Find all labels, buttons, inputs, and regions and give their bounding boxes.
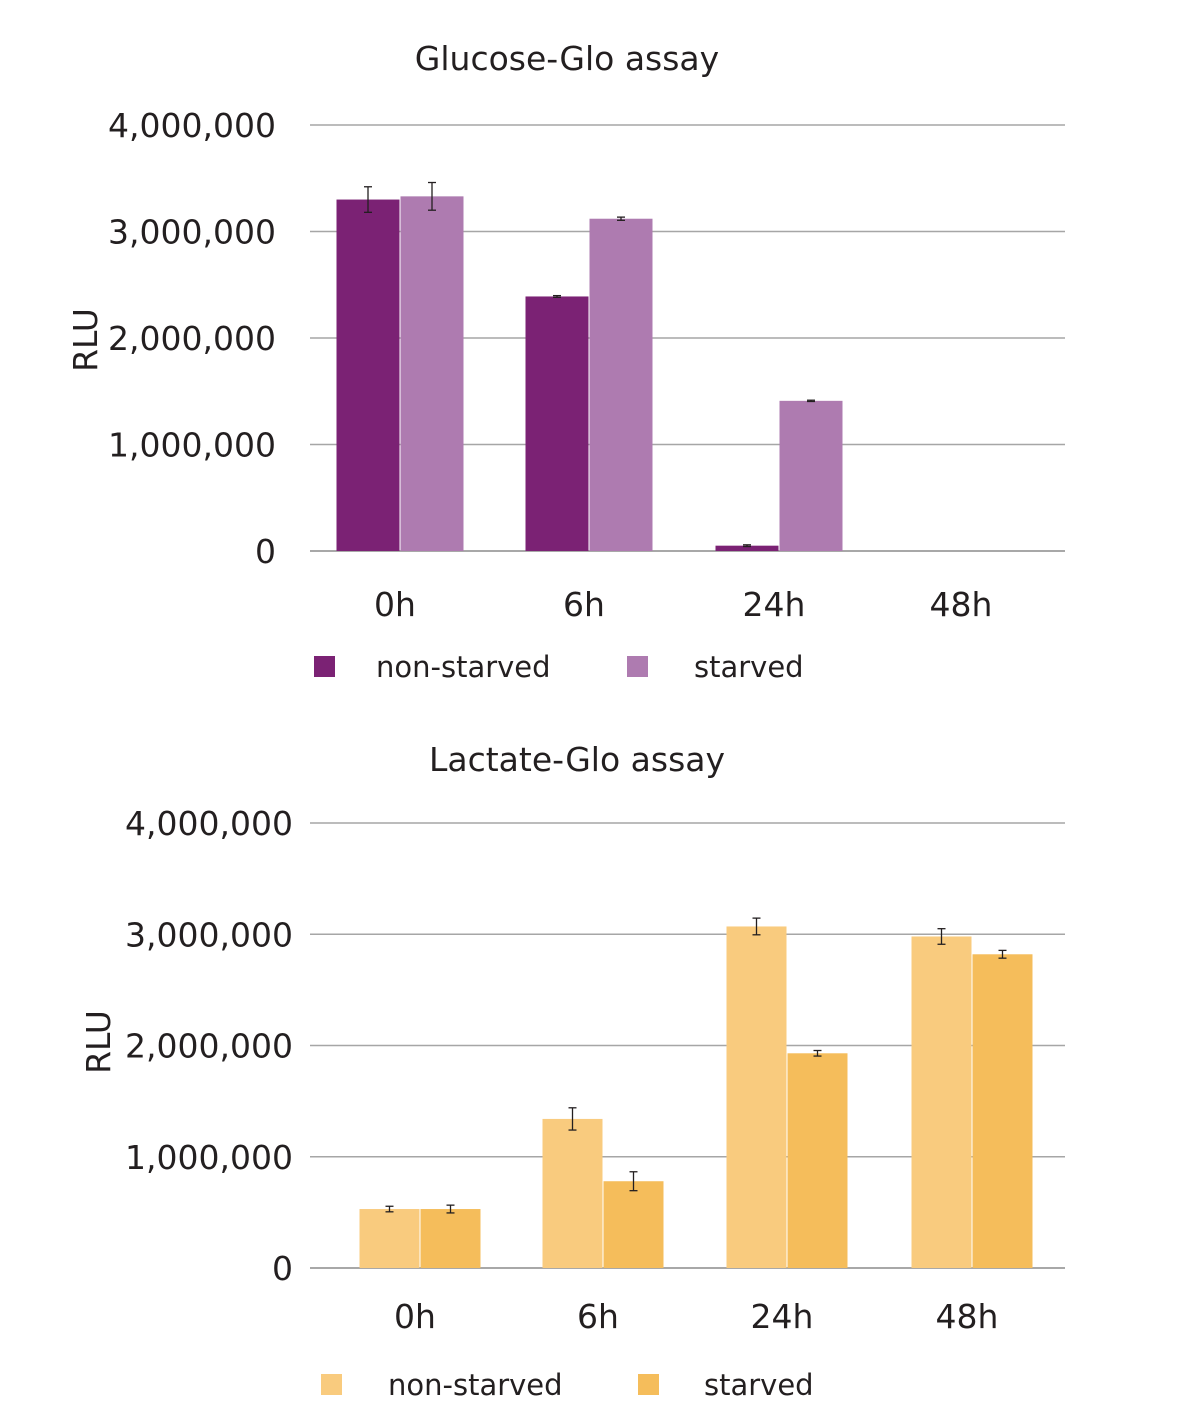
chart-1-legend-swatch <box>314 656 335 677</box>
chart-1-ytick-label: 3,000,000 <box>108 213 276 252</box>
chart-1-y-axis-label: RLU <box>66 308 105 372</box>
chart-1-bar-non-starved-0h <box>336 199 400 552</box>
chart-2-ytick-label: 0 <box>272 1249 293 1288</box>
chart-1-bar-starved-24h <box>779 400 843 551</box>
chart-2-y-axis-label: RLU <box>79 1010 118 1074</box>
chart-1-x-tick-label: 24h <box>743 585 806 624</box>
chart-1-legend-swatch <box>627 656 648 677</box>
chart-1-legend-label: non-starved <box>376 650 551 684</box>
chart-1: Glucose-Glo assay 0 1,000,000 2,000,000 3,00… <box>66 39 1065 684</box>
chart-2-ytick-label: 4,000,000 <box>125 804 293 843</box>
chart-2-legend-swatch <box>638 1374 659 1395</box>
chart-1-title: Glucose-Glo assay <box>415 39 719 78</box>
chart-2-bar-non-starved-48h <box>911 936 972 1268</box>
chart-2-ytick-label: 3,000,000 <box>125 915 293 954</box>
chart-2-x-tick-label: 6h <box>577 1297 619 1336</box>
chart-1-x-tick-label: 48h <box>930 585 993 624</box>
chart-2-bar-non-starved-6h <box>542 1118 603 1268</box>
chart-1-bar-starved-6h <box>589 218 653 551</box>
chart-2-bar-starved-48h <box>972 954 1033 1268</box>
chart-1-x-tick-label: 0h <box>374 585 416 624</box>
chart-2-x-tick-label: 24h <box>751 1297 814 1336</box>
chart-2: Lactate-Glo assay 0 1,000,000 2,000,000 3,00… <box>79 740 1065 1402</box>
chart-1-ytick-label: 2,000,000 <box>108 319 276 358</box>
chart-1-legend-label: starved <box>694 650 804 684</box>
chart-2-bar-starved-0h <box>420 1209 481 1268</box>
chart-2-ytick-label: 2,000,000 <box>125 1027 293 1066</box>
chart-2-legend-swatch <box>321 1374 342 1395</box>
chart-2-title: Lactate-Glo assay <box>429 740 725 779</box>
chart-2-bar-starved-24h <box>787 1053 848 1268</box>
chart-1-bar-starved-0h <box>400 196 464 552</box>
chart-2-bar-non-starved-24h <box>726 926 787 1268</box>
chart-1-ytick-label: 4,000,000 <box>108 106 276 145</box>
chart-2-x-tick-label: 0h <box>394 1297 436 1336</box>
chart-2-legend-label: non-starved <box>388 1368 563 1402</box>
chart-2-legend-label: starved <box>704 1368 814 1402</box>
chart-1-ytick-label: 1,000,000 <box>108 426 276 465</box>
chart-2-x-tick-label: 48h <box>936 1297 999 1336</box>
chart-1-ytick-label: 0 <box>255 532 276 571</box>
chart-2-ytick-label: 1,000,000 <box>125 1138 293 1177</box>
chart-2-bar-starved-6h <box>603 1181 664 1268</box>
chart-1-bar-non-starved-24h <box>715 545 779 551</box>
chart-1-bar-non-starved-6h <box>525 296 589 551</box>
chart-1-x-tick-label: 6h <box>563 585 605 624</box>
chart-2-bar-non-starved-0h <box>359 1209 420 1268</box>
